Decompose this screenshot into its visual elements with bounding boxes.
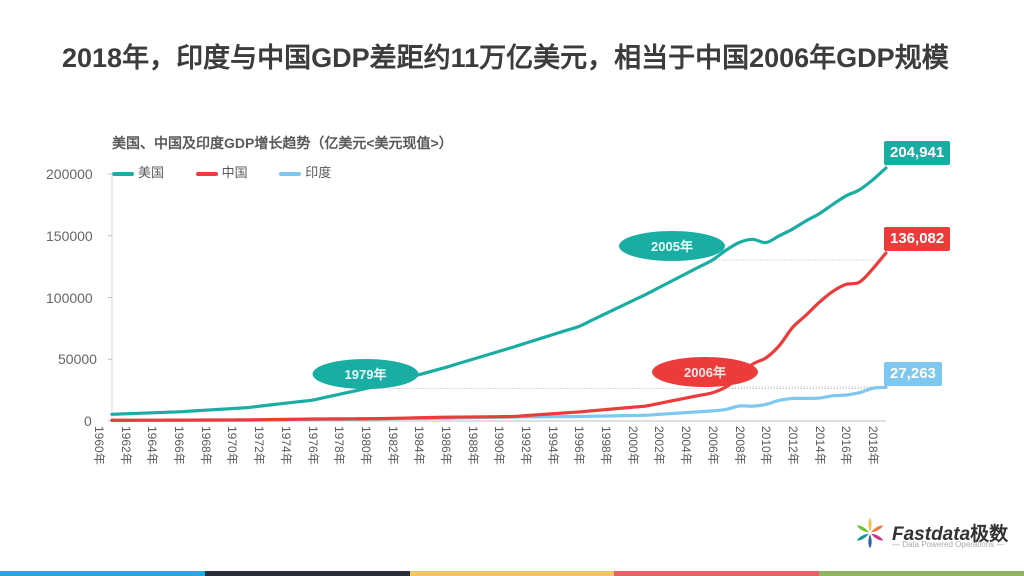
- svg-text:2006年: 2006年: [684, 365, 726, 380]
- svg-text:1979年: 1979年: [345, 367, 387, 382]
- svg-text:2005年: 2005年: [651, 239, 693, 254]
